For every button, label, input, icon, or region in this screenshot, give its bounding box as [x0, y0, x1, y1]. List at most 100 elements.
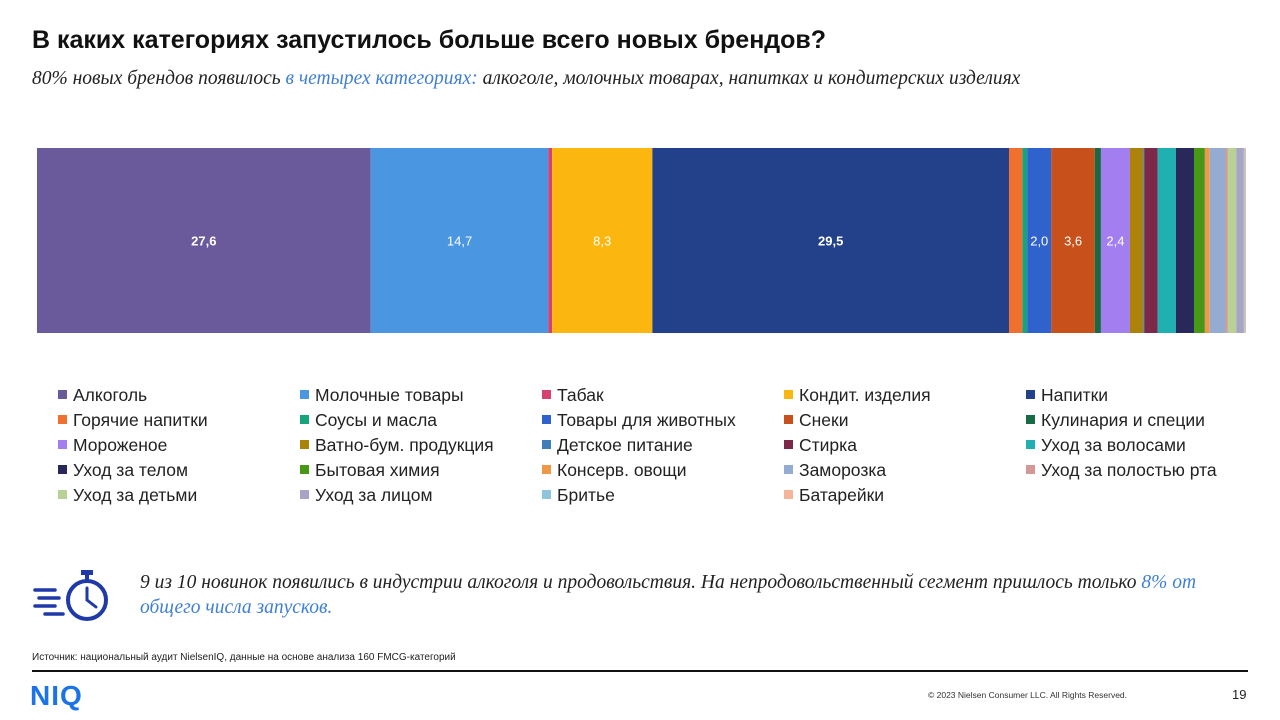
- bar-segments: [37, 148, 1246, 333]
- page-subtitle: 80% новых брендов появилось в четырех ка…: [32, 68, 1020, 90]
- page-number: 19: [1232, 687, 1247, 702]
- legend-swatch: [300, 415, 309, 424]
- bar-segment: [1051, 148, 1095, 333]
- bar-value-label: 2,0: [1030, 234, 1048, 249]
- bar-segment: [548, 148, 553, 333]
- legend-item: Детское питание: [542, 435, 693, 457]
- legend-item: Горячие напитки: [58, 410, 208, 432]
- bar-segment: [1194, 148, 1205, 333]
- bar-segment: [370, 148, 549, 333]
- bar-segment: [1129, 148, 1144, 333]
- legend-label: Алкоголь: [73, 385, 148, 405]
- legend-item: Уход за телом: [58, 460, 188, 482]
- legend-item: Кулинария и специи: [1026, 410, 1205, 432]
- stacked-bar-chart: 27,6 14,7 8,3 29,5 2,0 3,6 2,4: [37, 148, 1246, 333]
- legend-label: Батарейки: [799, 485, 885, 505]
- legend-item: Снеки: [784, 410, 848, 432]
- stopwatch-icon: [33, 570, 108, 621]
- bar-segment: [1143, 148, 1145, 333]
- legend-item: Уход за полостью рта: [1026, 460, 1217, 482]
- bar-value-label: 3,6: [1064, 234, 1082, 249]
- legend-item: Консерв. овощи: [542, 460, 687, 482]
- bar-value-label: 29,5: [818, 234, 843, 249]
- bar-segment: [1243, 148, 1245, 333]
- bar-value-label: 8,3: [593, 234, 611, 249]
- legend-label: Мороженое: [73, 435, 168, 455]
- bar-segment: [1144, 148, 1158, 333]
- bar-segment: [1009, 148, 1023, 333]
- legend-swatch: [300, 440, 309, 449]
- legend-swatch: [542, 415, 551, 424]
- legend-swatch: [58, 415, 67, 424]
- legend-swatch: [784, 440, 793, 449]
- legend-label: Кондит. изделия: [799, 385, 931, 405]
- legend-item: Стирка: [784, 435, 857, 457]
- legend-item: Уход за лицом: [300, 485, 433, 507]
- legend-label: Снеки: [799, 410, 849, 430]
- legend-item: Кондит. изделия: [784, 385, 931, 407]
- legend-label: Соусы и масла: [315, 410, 438, 430]
- legend-label: Уход за лицом: [315, 485, 433, 505]
- legend-label: Бытовая химия: [315, 460, 440, 480]
- legend-item: Соусы и масла: [300, 410, 437, 432]
- legend-swatch: [784, 465, 793, 474]
- legend-label: Бритье: [557, 485, 615, 505]
- legend-label: Стирка: [799, 435, 857, 455]
- legend-label: Уход за телом: [73, 460, 189, 480]
- legend-label: Молочные товары: [315, 385, 464, 405]
- legend-label: Кулинария и специи: [1041, 410, 1205, 430]
- legend-label: Уход за полостью рта: [1041, 460, 1217, 480]
- legend-label: Табак: [557, 385, 604, 405]
- legend-swatch: [300, 490, 309, 499]
- bar-segment: [1094, 148, 1101, 333]
- bar-value-label: 27,6: [191, 234, 216, 249]
- bar-segment: [1157, 148, 1176, 333]
- legend-swatch: [1026, 390, 1035, 399]
- legend-label: Горячие напитки: [73, 410, 208, 430]
- legend-item: Ватно-бум. продукция: [300, 435, 494, 457]
- legend-swatch: [784, 415, 793, 424]
- bar-segment: [1244, 148, 1246, 333]
- bar-segment: [1175, 148, 1195, 333]
- bar-segment: [37, 148, 371, 333]
- subtitle-highlight: в четырех категориях:: [285, 68, 478, 89]
- bar-segment: [1227, 148, 1237, 333]
- bar-segment: [1027, 148, 1052, 333]
- legend-label: Консерв. овощи: [557, 460, 687, 480]
- legend-label: Заморозка: [799, 460, 887, 480]
- legend-swatch: [542, 390, 551, 399]
- note-highlight: 8% от общего числа запусков.: [140, 572, 1197, 618]
- key-insight-note: 9 из 10 новинок появились в индустрии ал…: [140, 570, 1240, 620]
- source-note: Источник: национальный аудит NielsenIQ, …: [32, 652, 456, 663]
- legend-swatch: [300, 465, 309, 474]
- legend-swatch: [58, 465, 67, 474]
- bar-labels: 27,6 14,7 8,3 29,5 2,0 3,6 2,4: [191, 234, 1124, 249]
- legend-item: Заморозка: [784, 460, 886, 482]
- legend-swatch: [58, 440, 67, 449]
- bar-value-label: 14,7: [447, 234, 472, 249]
- legend-label: Напитки: [1041, 385, 1109, 405]
- bar-segment: [1204, 148, 1210, 333]
- copyright-text: © 2023 Nielsen Consumer LLC. All Rights …: [928, 690, 1128, 700]
- legend-swatch: [542, 465, 551, 474]
- legend-item: Алкоголь: [58, 385, 147, 407]
- legend-swatch: [300, 390, 309, 399]
- bar-value-label: 2,4: [1106, 234, 1124, 249]
- legend-item: Молочные товары: [300, 385, 464, 407]
- legend-label: Ватно-бум. продукция: [315, 435, 494, 455]
- legend-item: Уход за детьми: [58, 485, 197, 507]
- legend-swatch: [542, 440, 551, 449]
- bar-segment: [1225, 148, 1228, 333]
- legend-swatch: [58, 390, 67, 399]
- bar-segment: [652, 148, 1010, 333]
- bar-segment: [1236, 148, 1244, 333]
- legend-item: Уход за волосами: [1026, 435, 1186, 457]
- legend-label: Уход за волосами: [1041, 435, 1186, 455]
- subtitle-prefix: 80% новых брендов появилось: [32, 68, 286, 89]
- bar-segment: [1209, 148, 1226, 333]
- subtitle-suffix: алкоголе, молочных товарах, напитках и к…: [477, 68, 1021, 89]
- legend-swatch: [784, 390, 793, 399]
- legend-item: Табак: [542, 385, 604, 407]
- legend-item: Бритье: [542, 485, 615, 507]
- bar-segment: [1022, 148, 1028, 333]
